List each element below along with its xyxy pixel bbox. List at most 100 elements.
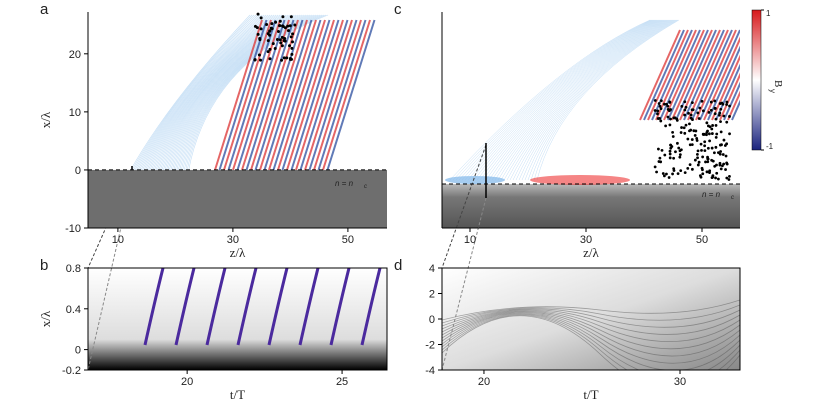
particle xyxy=(259,58,263,62)
ray xyxy=(503,19,669,181)
particle xyxy=(278,38,282,42)
particle xyxy=(706,129,709,133)
particle xyxy=(696,156,699,160)
stripe xyxy=(277,19,326,171)
stripe xyxy=(245,19,295,171)
ray xyxy=(173,14,309,172)
particle xyxy=(706,160,710,164)
ray xyxy=(518,19,674,181)
particle xyxy=(696,149,700,153)
overdense xyxy=(442,184,740,228)
y-tick-label: 0.4 xyxy=(66,304,81,316)
stripe xyxy=(727,90,740,121)
colorbar-label: B xyxy=(772,80,784,87)
stripe xyxy=(651,29,693,121)
particle xyxy=(690,138,694,141)
particle xyxy=(689,128,693,132)
particle xyxy=(690,143,694,146)
particle xyxy=(719,120,722,124)
particle xyxy=(699,175,703,179)
ray xyxy=(467,19,657,181)
particle xyxy=(690,167,694,171)
particle xyxy=(683,131,687,135)
x-axis-label: z/λ xyxy=(583,245,599,260)
particle xyxy=(718,102,722,105)
particle xyxy=(710,158,714,162)
particle xyxy=(700,166,704,170)
particle xyxy=(725,161,729,165)
y-tick-label: -10 xyxy=(65,223,81,235)
particle xyxy=(278,19,282,23)
particle xyxy=(290,40,294,44)
particle xyxy=(713,99,717,103)
stripe xyxy=(707,45,740,121)
particle xyxy=(253,58,257,62)
ray xyxy=(158,14,289,172)
stripe xyxy=(695,29,737,121)
particle xyxy=(259,27,263,31)
ray xyxy=(458,19,654,181)
particle xyxy=(701,132,705,136)
particle xyxy=(659,107,663,111)
particle xyxy=(677,146,681,150)
ray xyxy=(155,14,285,172)
particle xyxy=(266,50,270,54)
particle xyxy=(668,156,672,160)
particle xyxy=(289,35,293,39)
particle xyxy=(721,164,724,168)
panel-image xyxy=(442,19,740,228)
particle xyxy=(725,100,729,104)
particle xyxy=(719,130,723,134)
particle xyxy=(659,119,663,123)
particle xyxy=(719,143,722,147)
particle xyxy=(275,37,279,41)
ray xyxy=(521,19,675,181)
ray xyxy=(452,19,652,181)
panel-label: b xyxy=(40,257,48,274)
connector xyxy=(441,144,487,269)
particle xyxy=(659,160,663,164)
particle xyxy=(281,15,285,19)
particle xyxy=(695,139,699,142)
y-tick-label: 0.8 xyxy=(66,263,81,275)
particle xyxy=(708,171,711,175)
particle xyxy=(695,152,699,156)
stripe xyxy=(663,29,705,121)
particle xyxy=(671,135,675,138)
particle xyxy=(703,140,707,144)
particle xyxy=(656,117,660,120)
particle xyxy=(672,116,676,120)
particle xyxy=(288,44,292,48)
ray xyxy=(494,19,666,181)
particle xyxy=(693,134,697,137)
particle xyxy=(671,130,675,134)
stripe xyxy=(691,29,733,121)
particle xyxy=(283,36,287,40)
stripe xyxy=(703,36,740,121)
particle xyxy=(676,141,679,145)
particle xyxy=(699,142,703,146)
particle xyxy=(719,167,723,171)
particle xyxy=(271,42,275,46)
particle xyxy=(289,15,293,19)
stripe xyxy=(679,29,721,121)
particle xyxy=(707,124,710,128)
particle xyxy=(716,177,720,181)
ray xyxy=(174,14,311,172)
particle xyxy=(688,122,691,126)
y-axis-label: x/λ xyxy=(38,310,53,327)
particle xyxy=(723,144,727,147)
panel-image xyxy=(129,12,376,172)
ray xyxy=(146,14,273,172)
ray xyxy=(140,14,265,172)
particle xyxy=(680,126,683,129)
ray xyxy=(132,14,255,172)
ray xyxy=(149,14,277,172)
particle xyxy=(659,99,663,103)
stripe xyxy=(263,19,313,171)
particle xyxy=(707,110,711,114)
particle xyxy=(710,132,714,135)
particle xyxy=(662,174,666,178)
particle xyxy=(694,129,698,133)
colorbar-tick-label: -1 xyxy=(766,142,774,151)
